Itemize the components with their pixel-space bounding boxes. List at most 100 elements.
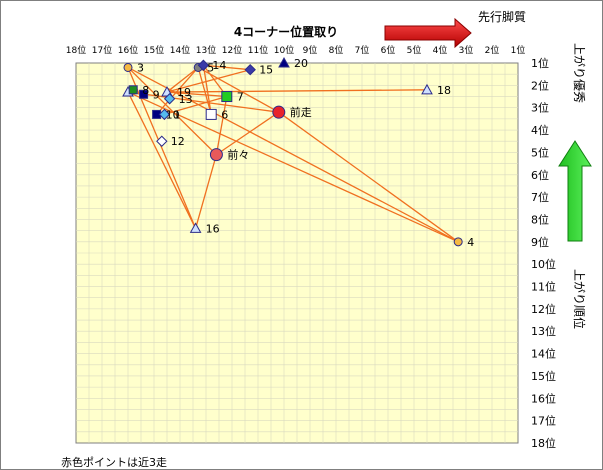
x-tick-label: 3位 <box>459 44 474 56</box>
point-label: 16 <box>206 222 220 235</box>
point-label: 19 <box>177 86 191 99</box>
connection-line <box>203 64 251 71</box>
connection-line <box>164 95 227 116</box>
point-triangle <box>189 222 202 233</box>
connection-line <box>166 69 251 93</box>
x-ticks: 18位 17位 16位 15位 14位 13位 12位 11位 10位 9位 8位 7位 6位 5位 4位 3… <box>66 44 526 56</box>
y-ticks: 1位 2位 3位 4位 5位 6位 7位 8位 9位 10位 11位 12位 13位 14位 15位 16位 1… <box>531 56 556 450</box>
x-tick-label: 4位 <box>433 44 448 56</box>
y-tick-label: 1位 <box>531 56 549 70</box>
chart-title: 4コーナー位置取り <box>234 24 338 39</box>
point-label: 4 <box>467 236 474 249</box>
point-label: 18 <box>437 84 451 97</box>
point-circle <box>453 237 463 247</box>
point-label: 1 <box>173 108 180 121</box>
x-tick-label: 11位 <box>248 44 268 56</box>
up-arrow-icon <box>558 140 592 242</box>
y-tick-label: 16位 <box>531 391 556 405</box>
y-tick-label: 15位 <box>531 369 556 383</box>
point-label: 6 <box>221 108 228 121</box>
point-diamond <box>163 93 176 105</box>
connection-lines <box>127 64 459 243</box>
point-label: 3 <box>137 61 144 74</box>
x-tick-label: 12位 <box>222 44 242 56</box>
point-label: 前走 <box>290 105 312 119</box>
up-arrow-label: 上がり優秀 <box>572 43 587 103</box>
connection-line <box>127 91 197 229</box>
point-label: 9 <box>153 88 160 101</box>
y-tick-label: 17位 <box>531 414 556 428</box>
data-points <box>122 56 463 247</box>
connection-line <box>166 66 199 93</box>
connection-line <box>194 154 218 229</box>
connection-line <box>215 96 228 155</box>
point-diamond <box>244 63 256 76</box>
connection-line <box>127 67 217 156</box>
point-label: 前々 <box>227 148 249 162</box>
x-tick-label: 15位 <box>144 44 164 56</box>
point-label: 15 <box>259 64 273 77</box>
y-tick-label: 14位 <box>531 347 556 361</box>
point-label: 7 <box>237 91 244 104</box>
x-tick-label: 2位 <box>485 44 500 56</box>
connection-line <box>166 89 428 93</box>
x-tick-label: 6位 <box>381 44 396 56</box>
y-axis-label: 上がり順位 <box>572 269 587 329</box>
connection-line <box>127 91 279 113</box>
x-tick-label: 16位 <box>118 44 138 56</box>
x-tick-label: 14位 <box>170 44 190 56</box>
point-diamond <box>197 59 210 71</box>
point-label: 5 <box>207 61 214 74</box>
point-label: 20 <box>294 57 308 70</box>
y-tick-label: 5位 <box>531 145 549 159</box>
x-tick-label: 5位 <box>407 44 422 56</box>
point-label: 8 <box>142 84 149 97</box>
connection-line <box>166 91 227 98</box>
point-circle <box>272 105 286 119</box>
point-triangle <box>421 83 433 95</box>
x-tick-label: 9位 <box>303 44 318 56</box>
connection-line <box>202 65 212 115</box>
connection-line <box>127 91 459 243</box>
y-tick-label: 18位 <box>531 436 556 450</box>
point-square <box>221 91 233 103</box>
y-tick-label: 11位 <box>531 280 556 294</box>
y-tick-label: 12位 <box>531 302 556 316</box>
point-circle <box>123 62 133 72</box>
point-square <box>205 108 217 120</box>
point-diamond <box>158 108 171 121</box>
point-circle <box>209 148 223 162</box>
y-tick-label: 9位 <box>531 235 549 249</box>
connection-line <box>127 66 459 243</box>
x-tick-label: 10位 <box>274 44 294 56</box>
point-label: 13 <box>179 93 193 106</box>
right-arrow-icon <box>384 17 472 49</box>
y-tick-label: 7位 <box>531 190 549 204</box>
footnote: 赤色ポイントは近3走 <box>61 455 167 469</box>
connection-line <box>197 67 212 115</box>
y-tick-label: 8位 <box>531 212 549 226</box>
point-diamond <box>156 135 168 147</box>
point-label: 14 <box>212 59 226 72</box>
x-tick-label: 18位 <box>66 44 86 56</box>
connection-line <box>216 111 280 156</box>
connection-line <box>156 67 199 115</box>
connection-line <box>197 66 280 113</box>
point-triangle <box>278 56 290 68</box>
y-tick-label: 13位 <box>531 324 556 338</box>
x-tick-label: 1位 <box>511 44 526 56</box>
y-tick-label: 6位 <box>531 168 549 182</box>
grid <box>76 63 518 443</box>
point-square <box>128 85 138 95</box>
x-tick-label: 13位 <box>196 44 216 56</box>
x-tick-label: 7位 <box>355 44 370 56</box>
y-tick-label: 4位 <box>531 123 549 137</box>
point-square <box>139 89 149 99</box>
point-label: 10 <box>166 108 180 121</box>
x-tick-label: 17位 <box>92 44 112 56</box>
x-tick-label: 8位 <box>329 44 344 56</box>
connection-line <box>278 111 459 243</box>
